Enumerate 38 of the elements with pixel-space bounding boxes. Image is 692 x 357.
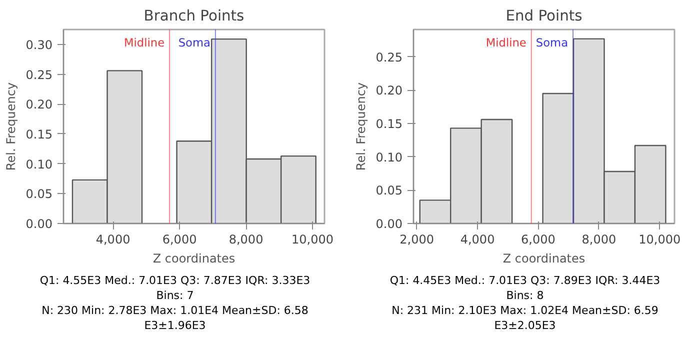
y-tick-label: 0.25: [376, 50, 402, 64]
y-tick-label: 0.20: [26, 98, 52, 112]
ref-line-label: Soma: [536, 36, 568, 50]
x-tick-label: 2,000: [400, 232, 434, 246]
x-tick-label: 10,000: [638, 232, 681, 246]
x-axis-title: Z coordinates: [502, 252, 586, 266]
text: Bins: 8: [506, 289, 544, 302]
y-tick-label: 0.10: [26, 157, 52, 172]
y-tick-label: 0.05: [26, 187, 52, 202]
x-tick-label: 6,000: [521, 232, 556, 246]
y-axis-title: Rel. Frequency: [354, 82, 368, 171]
text: N: 230 Min: 2.78E3 Max: 1.01E4 Mean±SD: 6.58 E3±1.96E3: [42, 304, 308, 332]
y-tick-label: 0.00: [26, 217, 52, 231]
y-tick-label: 0.15: [26, 127, 52, 142]
ref-line-label: Midline: [486, 36, 526, 50]
y-tick-label: 0.05: [376, 184, 402, 198]
x-tick-label: 10,000: [292, 232, 334, 246]
ref-line-label: Soma: [178, 36, 210, 50]
y-tick-label: 0.20: [376, 84, 402, 98]
y-tick-label: 0.00: [376, 217, 402, 231]
text: Q1: 4.55E3 Med.: 7.01E3 Q3: 7.87E3 IQR: 3.33E3: [40, 274, 310, 287]
y-axis-title: Rel. Frequency: [4, 82, 18, 171]
text: Q1: 4.45E3 Med.: 7.01E3 Q3: 7.89E3 IQR: 3.44E3: [390, 274, 660, 287]
ref-line-label: Midline: [124, 36, 165, 50]
x-tick-label: 6,000: [162, 232, 197, 246]
chart-title: Branch Points: [144, 8, 244, 24]
x-tick-label: 8,000: [582, 232, 616, 246]
y-tick-label: 0.15: [376, 117, 402, 131]
y-tick-label: 0.10: [376, 150, 402, 164]
chart-title: End Points: [506, 8, 582, 24]
x-tick-label: 8,000: [228, 232, 264, 246]
x-axis-title: Z coordinates: [152, 252, 236, 266]
y-tick-label: 0.25: [26, 68, 52, 82]
y-tick-label: 0.30: [26, 38, 52, 52]
text: Bins: 7: [156, 289, 194, 302]
x-tick-label: 4,000: [460, 232, 495, 246]
x-tick-label: 4,000: [96, 232, 130, 246]
text: N: 231 Min: 2.10E3 Max: 1.02E4 Mean±SD: 6.59 E3±2.05E3: [392, 304, 658, 332]
